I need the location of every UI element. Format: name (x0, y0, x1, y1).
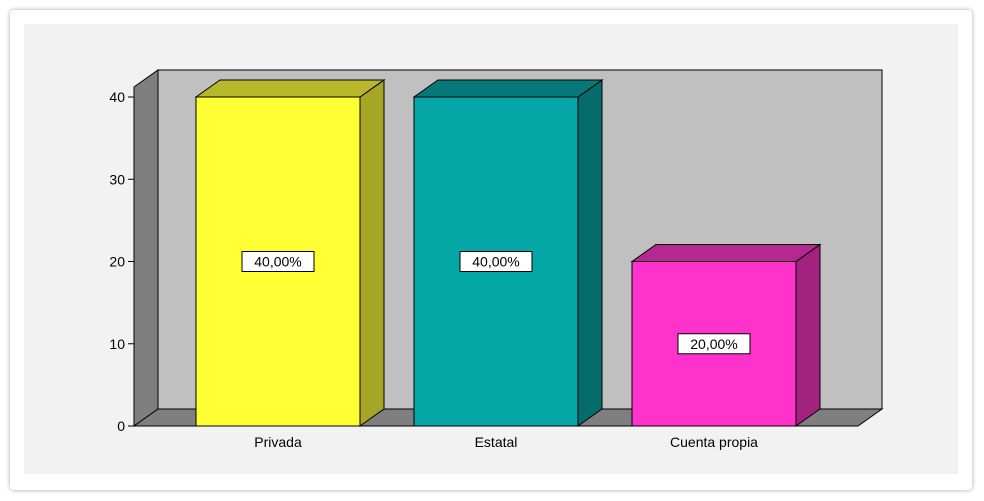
data-label: 20,00% (690, 336, 737, 352)
bars: 40,00% 40,00% 20,00% (194, 79, 822, 427)
data-label-box (459, 251, 533, 272)
x-axis-labels: Privada Estatal Cuenta propia (254, 434, 758, 450)
bar-side (795, 243, 821, 427)
x-tick-label: Cuenta propia (670, 434, 758, 450)
bar-side (359, 79, 385, 427)
bar-cuenta-propia: 20,00% (630, 243, 822, 427)
bar-top (412, 79, 604, 98)
x-tick-label: Privada (254, 434, 302, 450)
data-label: 40,00% (254, 254, 301, 270)
y-tick-label: 10 (109, 336, 125, 352)
data-label-box (241, 251, 315, 272)
y-axis: 0 10 20 30 40 (109, 87, 135, 434)
bar-top (630, 244, 822, 262)
bar-top (194, 79, 386, 98)
y-tick-label: 0 (117, 418, 125, 434)
bar-chart: 0 10 20 30 40 40,00% 40,00% 20,00% Privada Esta… (24, 24, 958, 474)
y-tick-label: 40 (109, 89, 125, 105)
bar-side (577, 79, 603, 427)
bar-privada: 40,00% (194, 79, 386, 427)
bar-estatal: 40,00% (412, 79, 604, 427)
data-label: 40,00% (472, 254, 519, 270)
data-label-box (677, 333, 751, 355)
chart-frame: 0 10 20 30 40 40,00% 40,00% 20,00% Privada Esta… (10, 10, 972, 490)
y-tick-label: 20 (109, 254, 125, 270)
y-tick-label: 30 (109, 171, 125, 187)
left-wall (133, 69, 159, 427)
x-tick-label: Estatal (475, 434, 518, 450)
